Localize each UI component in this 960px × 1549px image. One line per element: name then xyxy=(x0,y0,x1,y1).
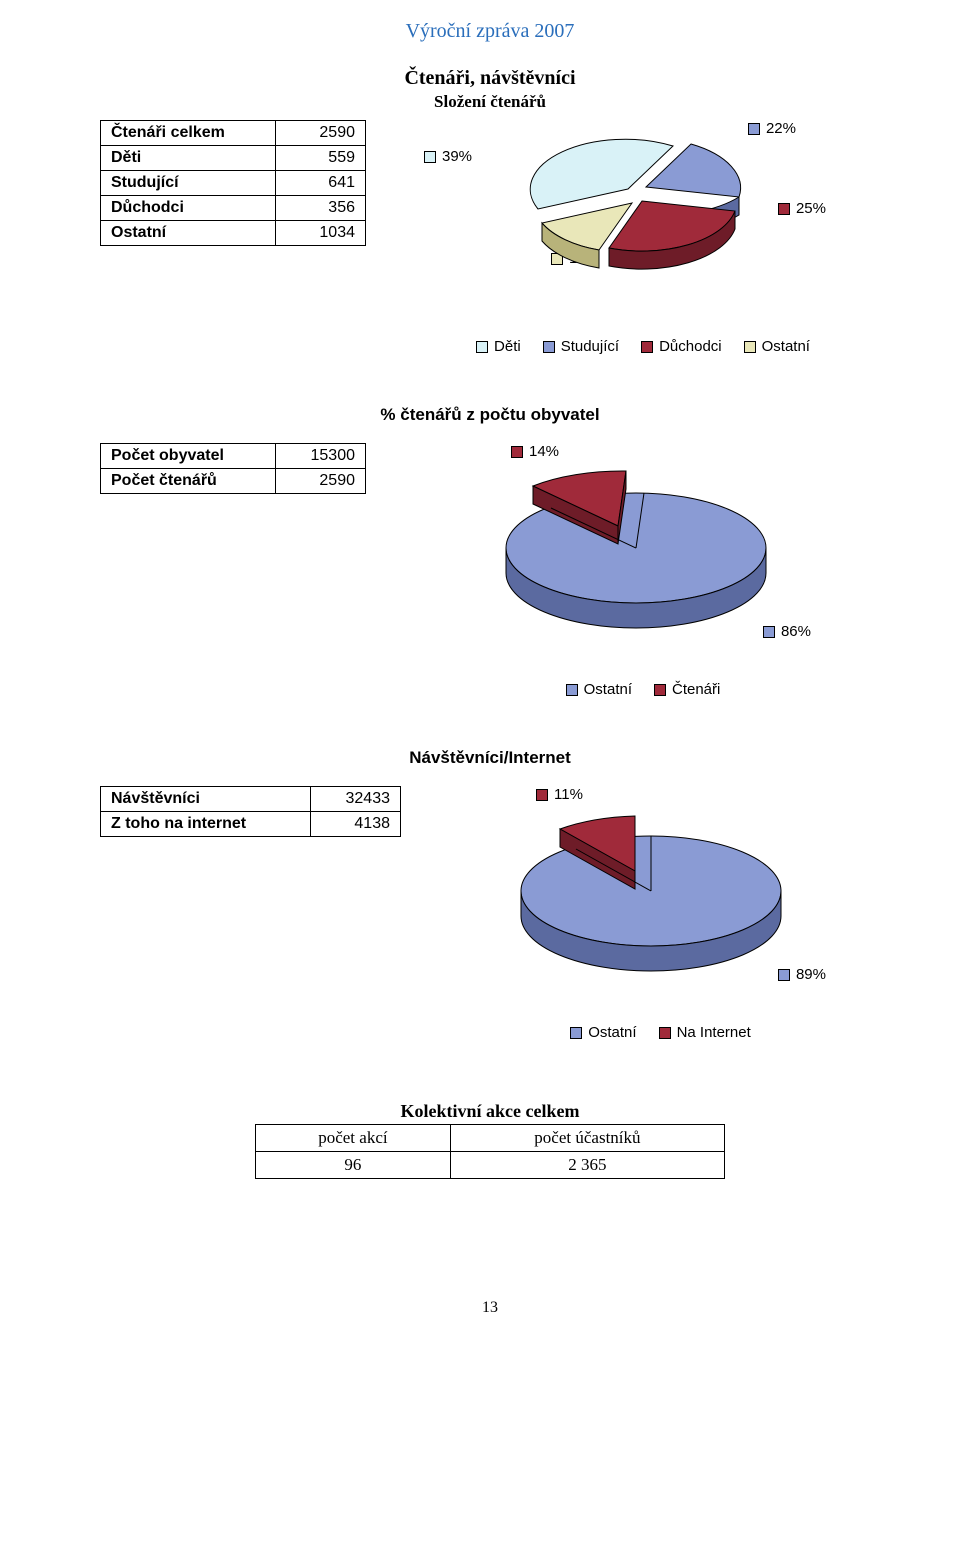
page-number: 13 xyxy=(100,1299,880,1317)
chart-composition: 39% 22% 25% 14% xyxy=(406,120,836,330)
table-row: Studující641 xyxy=(101,171,366,196)
swatch-icon xyxy=(536,789,548,801)
swatch-icon xyxy=(744,341,756,353)
legend-text: Důchodci xyxy=(659,338,722,355)
legend-text: Studující xyxy=(561,338,619,355)
swatch-icon xyxy=(543,341,555,353)
swatch-icon xyxy=(654,684,666,696)
legend-text: Ostatní xyxy=(584,681,632,698)
legend-item: Důchodci xyxy=(641,338,722,355)
page: Výroční zpráva 2007 Čtenáři, návštěvníci… xyxy=(0,0,960,1357)
legend-text: Ostatní xyxy=(588,1024,636,1041)
swatch-icon xyxy=(511,446,523,458)
legend-text: Ostatní xyxy=(762,338,810,355)
swatch-icon xyxy=(659,1027,671,1039)
cell-label: Návštěvníci xyxy=(101,787,311,812)
pie-label-text: 39% xyxy=(442,148,472,165)
swatch-icon xyxy=(641,341,653,353)
legend-item: Ostatní xyxy=(744,338,810,355)
legend-item: Děti xyxy=(476,338,521,355)
cell-val: 1034 xyxy=(276,221,366,246)
chart-population: 14% 86% xyxy=(406,443,836,673)
swatch-icon xyxy=(424,151,436,163)
swatch-icon xyxy=(476,341,488,353)
swatch-icon xyxy=(566,684,578,696)
legend-visitors: Ostatní Na Internet xyxy=(441,1024,880,1041)
legend-item: Studující xyxy=(543,338,619,355)
table-row: Ostatní1034 xyxy=(101,221,366,246)
table-row: Počet čtenářů2590 xyxy=(101,469,366,494)
legend-text: Na Internet xyxy=(677,1024,751,1041)
table-row: Počet obyvatel15300 xyxy=(101,444,366,469)
cell-label: Čtenáři celkem xyxy=(101,121,276,146)
legend-item: Ostatní xyxy=(570,1024,636,1041)
cell-label: Počet obyvatel xyxy=(101,444,276,469)
table-row: Z toho na internet4138 xyxy=(101,812,401,837)
row-composition: Čtenáři celkem2590 Děti559 Studující641 … xyxy=(100,120,880,355)
section-subtitle-1: Složení čtenářů xyxy=(100,92,880,112)
cell-val: 2590 xyxy=(276,469,366,494)
legend-item: Čtenáři xyxy=(654,681,720,698)
table-row: 96 2 365 xyxy=(256,1152,725,1179)
legend-text: Čtenáři xyxy=(672,681,720,698)
cell-val: 356 xyxy=(276,196,366,221)
table-composition: Čtenáři celkem2590 Děti559 Studující641 … xyxy=(100,120,366,246)
cell-val: 32433 xyxy=(311,787,401,812)
section-subtitle-2: % čtenářů z počtu obyvatel xyxy=(100,405,880,425)
pie-svg xyxy=(491,801,811,991)
footer-table-title: Kolektivní akce celkem xyxy=(255,1101,725,1122)
table-visitors: Návštěvníci32433 Z toho na internet4138 xyxy=(100,786,401,837)
swatch-icon xyxy=(570,1027,582,1039)
cell-val: 2 365 xyxy=(450,1152,724,1179)
table-row: Děti559 xyxy=(101,146,366,171)
cell-val: 2590 xyxy=(276,121,366,146)
table-row: počet akcí počet účastníků xyxy=(256,1125,725,1152)
cell-label: Počet čtenářů xyxy=(101,469,276,494)
cell-label: Studující xyxy=(101,171,276,196)
cell-val: 4138 xyxy=(311,812,401,837)
cell-header: počet účastníků xyxy=(450,1125,724,1152)
cell-val: 15300 xyxy=(276,444,366,469)
cell-val: 96 xyxy=(256,1152,451,1179)
cell-header: počet akcí xyxy=(256,1125,451,1152)
legend-item: Na Internet xyxy=(659,1024,751,1041)
section-title: Čtenáři, návštěvníci xyxy=(100,67,880,90)
table-row: Čtenáři celkem2590 xyxy=(101,121,366,146)
table-row: Návštěvníci32433 xyxy=(101,787,401,812)
row-visitors: Návštěvníci32433 Z toho na internet4138 … xyxy=(100,786,880,1041)
legend-composition: Děti Studující Důchodci Ostatní xyxy=(406,338,880,355)
legend-text: Děti xyxy=(494,338,521,355)
pie-svg xyxy=(476,458,796,648)
report-header: Výroční zpráva 2007 xyxy=(100,20,880,43)
cell-val: 641 xyxy=(276,171,366,196)
footer-table-wrap: Kolektivní akce celkem počet akcí počet … xyxy=(255,1101,725,1179)
legend-item: Ostatní xyxy=(566,681,632,698)
cell-label: Z toho na internet xyxy=(101,812,311,837)
row-population: Počet obyvatel15300 Počet čtenářů2590 14… xyxy=(100,443,880,698)
cell-val: 559 xyxy=(276,146,366,171)
section-subtitle-3: Návštěvníci/Internet xyxy=(100,748,880,768)
pie-svg xyxy=(486,120,786,300)
footer-table: počet akcí počet účastníků 96 2 365 xyxy=(255,1124,725,1179)
pie-label-39: 39% xyxy=(424,148,472,165)
chart-visitors: 11% 89% xyxy=(441,786,871,1016)
legend-population: Ostatní Čtenáři xyxy=(406,681,880,698)
cell-label: Důchodci xyxy=(101,196,276,221)
cell-label: Děti xyxy=(101,146,276,171)
pie-label-text: 25% xyxy=(796,200,826,217)
table-population: Počet obyvatel15300 Počet čtenářů2590 xyxy=(100,443,366,494)
table-row: Důchodci356 xyxy=(101,196,366,221)
cell-label: Ostatní xyxy=(101,221,276,246)
